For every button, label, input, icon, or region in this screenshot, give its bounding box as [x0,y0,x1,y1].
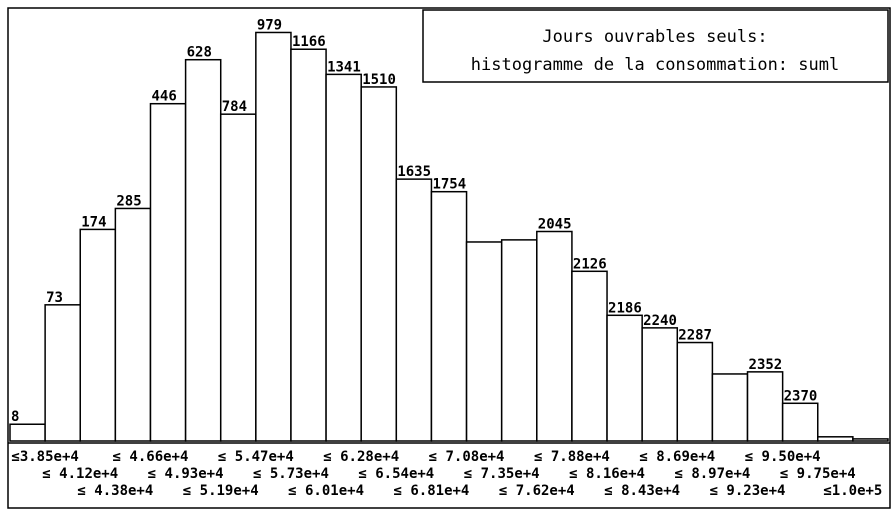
bin-edge-label: ≤1.0e+5 [823,483,882,499]
bin-edge-label: ≤ 8.43e+4 [604,483,680,499]
bin-edge-label: ≤ 5.73e+4 [253,466,329,482]
bin-edge-label: ≤ 4.66e+4 [113,449,189,465]
bar-label: 2287 [678,328,712,344]
bar-label: 1754 [432,177,466,193]
bar [395,178,433,442]
bar [219,113,257,442]
bin-edge-label: ≤ 9.50e+4 [745,449,821,465]
bar [325,73,362,442]
bin-edge-label: ≤ 5.19e+4 [183,483,259,499]
bar [536,230,573,442]
frame [7,7,891,509]
bar [571,270,608,442]
title-box [422,9,889,83]
bar-label: 1510 [362,72,396,88]
bin-edge-label: ≤ 9.75e+4 [780,466,856,482]
bin-edge-label: ≤ 7.35e+4 [464,466,540,482]
bin-edge-label: ≤ 5.47e+4 [218,449,294,465]
bin-edge-label: ≤ 9.23e+4 [710,483,786,499]
bar-label: 2240 [643,313,677,329]
chart-title: Jours ouvrables seuls: [542,27,767,47]
bar-label: 2186 [608,300,642,316]
bar-label: 73 [46,290,63,306]
bar-label: 979 [257,17,282,33]
bar [781,402,819,442]
bar-label: 628 [187,45,212,61]
bar [360,86,398,442]
bar-label: 2352 [749,357,783,373]
bar [711,373,749,442]
bar-label: 446 [151,89,176,105]
bin-edge-label: ≤ 4.38e+4 [77,483,153,499]
bar-label: 174 [81,214,106,230]
bar [606,314,643,442]
bar [79,228,117,442]
bar [290,48,327,442]
bar [641,327,679,442]
bin-edge-label: ≤ 4.93e+4 [148,466,224,482]
bin-edge-label: ≤ 6.28e+4 [323,449,399,465]
bar [114,207,152,442]
bar [9,423,46,442]
bin-edge-label: ≤ 8.97e+4 [674,466,750,482]
bar [465,241,503,442]
bar-label: 8 [11,409,19,425]
bar-label: 2126 [573,256,607,272]
bar-label: 1635 [397,164,431,180]
bar [746,371,784,442]
bar [430,190,468,442]
chart-subtitle: histogramme de la consommation: suml [471,55,839,75]
bin-edge-label: ≤ 7.88e+4 [534,449,610,465]
bin-edge-label: ≤ 7.62e+4 [499,483,575,499]
bar-label: 1341 [327,59,361,75]
bin-edge-label: ≤ 7.08e+4 [429,449,505,465]
bin-edge-label: ≤ 4.12e+4 [42,466,118,482]
bar [676,341,714,442]
bar-label: 285 [116,193,141,209]
bin-edge-label: ≤3.85e+4 [11,449,78,465]
bin-edge-label: ≤ 8.69e+4 [639,449,715,465]
bin-edge-label: ≤ 6.54e+4 [358,466,434,482]
bar [852,438,889,442]
bin-edge-label: ≤ 6.81e+4 [394,483,470,499]
bar-label: 784 [222,99,247,115]
bar [184,58,222,442]
bar [500,239,538,442]
bar-label: 2045 [538,217,572,233]
bin-edge-label: ≤ 8.16e+4 [569,466,645,482]
bin-edge-label: ≤ 6.01e+4 [288,483,364,499]
bar [149,102,187,442]
bar-label: 1166 [292,34,326,50]
bar-label: 2370 [784,388,818,404]
bar [817,436,854,442]
bar [44,304,81,442]
bar [255,31,292,442]
